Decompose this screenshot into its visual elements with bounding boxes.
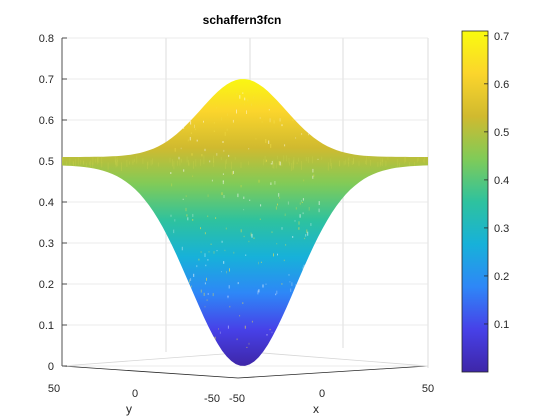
colorbar-frame [461, 30, 489, 373]
z-tick-label: 0 [48, 361, 54, 373]
floor-back-left [61, 351, 251, 367]
colorbar-fill [462, 31, 488, 372]
colorbar-tick-label: 0.1 [494, 319, 509, 331]
colorbar: 0.1 0.2 0.3 0.4 0.5 0.6 0.7 [461, 30, 509, 373]
z-tick-label: 0.2 [39, 279, 54, 291]
z-tick-labels: 0 0.1 0.2 0.3 0.4 0.5 0.6 0.7 0.8 [39, 33, 67, 373]
z-tick-label: 0.7 [39, 74, 54, 86]
y-tick-label: 0 [132, 388, 138, 400]
z-tick-label: 0.8 [39, 33, 54, 45]
y-tick-label: 50 [48, 383, 60, 395]
x-tick-label: 50 [422, 383, 434, 395]
z-tick-label: 0.6 [39, 115, 54, 127]
colorbar-tick-label: 0.6 [494, 79, 509, 91]
colorbar-ticks: 0.1 0.2 0.3 0.4 0.5 0.6 0.7 [484, 31, 509, 331]
x-axis-label: x [313, 402, 319, 416]
surface [62, 79, 428, 366]
chart-title: schaffern3fcn [203, 13, 282, 27]
y-tick-label: -50 [204, 393, 220, 405]
y-ticks: 50 0 -50 [48, 383, 220, 405]
z-tick-label: 0.4 [39, 197, 54, 209]
surface-shape [62, 79, 428, 366]
y-axis-line [61, 365, 239, 379]
z-tick-label: 0.5 [39, 156, 54, 168]
x-tick-label: -50 [229, 393, 245, 405]
x-tick-label: 0 [319, 388, 325, 400]
floor-back-right [249, 351, 429, 367]
colorbar-tick-label: 0.4 [494, 175, 509, 187]
x-axis-line [237, 365, 429, 379]
colorbar-tick-label: 0.5 [494, 127, 509, 139]
colorbar-tick-label: 0.2 [494, 271, 509, 283]
y-axis-label: y [126, 402, 132, 416]
z-tick-label: 0.1 [39, 320, 54, 332]
x-ticks: -50 0 50 [229, 383, 434, 405]
colorbar-tick-label: 0.7 [494, 31, 509, 43]
z-tick-label: 0.3 [39, 238, 54, 250]
colorbar-tick-label: 0.3 [494, 223, 509, 235]
